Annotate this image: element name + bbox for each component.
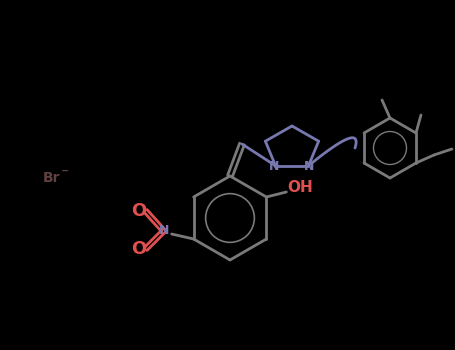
Text: N: N [269,160,280,173]
Text: −: − [61,166,69,176]
Text: Br: Br [43,171,61,185]
Text: OH: OH [288,180,313,195]
Text: O: O [131,240,146,258]
Text: N: N [304,160,315,173]
Text: N: N [158,224,169,238]
Text: O: O [131,202,146,220]
